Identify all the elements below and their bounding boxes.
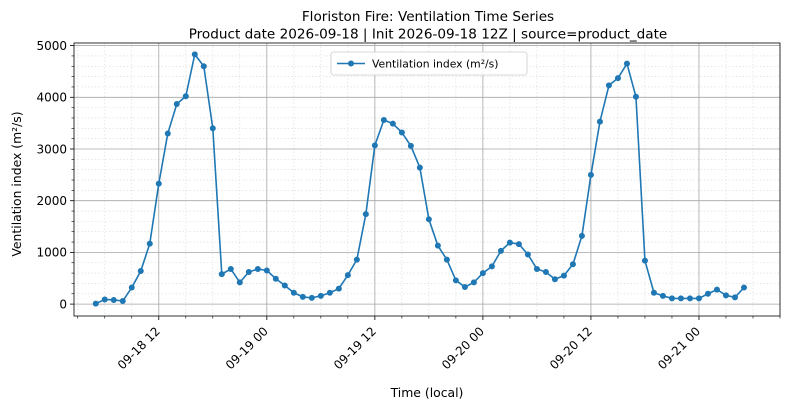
- data-point: [632, 93, 639, 100]
- x-tick-label: 09-20 00: [439, 324, 487, 372]
- data-point: [353, 256, 360, 263]
- data-point: [290, 289, 297, 296]
- data-point: [470, 279, 477, 286]
- chart-subtitle: Product date 2026-09-18 | Init 2026-09-1…: [189, 27, 668, 43]
- data-point: [335, 285, 342, 292]
- data-point: [227, 265, 234, 272]
- data-point: [281, 282, 288, 289]
- data-point: [416, 164, 423, 171]
- data-point: [650, 289, 657, 296]
- data-point: [713, 286, 720, 293]
- data-point: [209, 125, 216, 132]
- data-point: [101, 296, 108, 303]
- data-point: [317, 292, 324, 299]
- plot-frame: [73, 42, 781, 317]
- data-point: [425, 216, 432, 223]
- data-point: [191, 51, 198, 58]
- data-point: [740, 284, 747, 291]
- y-tick-label: 3000: [36, 142, 67, 156]
- data-point: [155, 180, 162, 187]
- series-layer: [92, 51, 747, 307]
- data-point: [578, 232, 585, 239]
- y-axis-label: Ventilation index (m²/s): [9, 111, 24, 256]
- data-point: [173, 101, 180, 108]
- data-point: [605, 82, 612, 89]
- data-point: [371, 142, 378, 149]
- data-point: [551, 276, 558, 283]
- data-point: [434, 242, 441, 249]
- data-point: [623, 60, 630, 67]
- data-point: [668, 295, 675, 302]
- legend-marker: [348, 60, 354, 67]
- x-tick-label: 09-18 12: [115, 324, 163, 372]
- y-tick-label: 0: [59, 297, 67, 311]
- data-point: [344, 272, 351, 279]
- data-point: [677, 295, 684, 302]
- data-point: [641, 257, 648, 264]
- data-point: [704, 290, 711, 297]
- data-point: [326, 289, 333, 296]
- data-point: [686, 295, 693, 302]
- y-tick-label: 5000: [36, 39, 67, 53]
- data-point: [659, 292, 666, 299]
- y-tick-label: 2000: [36, 194, 67, 208]
- data-point: [308, 294, 315, 301]
- data-point: [164, 130, 171, 137]
- data-point: [110, 296, 117, 303]
- data-point: [488, 263, 495, 270]
- y-tick-label: 1000: [36, 246, 67, 260]
- data-point: [200, 63, 207, 70]
- data-point: [722, 292, 729, 299]
- axes: 09-18 12 09-19 00 09-19 12 09-20 00 09-20 12…: [36, 39, 781, 372]
- data-point: [380, 117, 387, 124]
- data-point: [389, 120, 396, 127]
- data-point: [272, 275, 279, 282]
- x-tick-label: 09-21 00: [655, 324, 703, 372]
- data-point: [299, 293, 306, 300]
- data-point: [443, 256, 450, 263]
- data-point: [218, 271, 225, 278]
- legend: Ventilation index (m²/s): [330, 51, 528, 76]
- data-point: [128, 284, 135, 291]
- chart-title: Floriston Fire: Ventilation Time Series: [302, 9, 554, 25]
- data-point: [524, 251, 531, 258]
- series-line: [95, 53, 745, 305]
- data-point: [596, 118, 603, 125]
- data-point: [461, 284, 468, 291]
- x-axis-label: Time (local): [390, 385, 464, 400]
- data-point: [497, 247, 504, 254]
- data-point: [452, 277, 459, 284]
- data-point: [146, 240, 153, 247]
- data-point: [533, 265, 540, 272]
- data-point: [263, 267, 270, 274]
- data-point: [542, 269, 549, 276]
- data-point: [731, 294, 738, 301]
- data-point: [407, 142, 414, 149]
- data-point: [182, 93, 189, 100]
- data-point: [137, 268, 144, 275]
- data-point: [254, 265, 261, 272]
- data-point: [515, 241, 522, 248]
- data-point: [398, 129, 405, 136]
- data-point: [479, 270, 486, 277]
- data-point: [236, 279, 243, 286]
- legend-label: Ventilation index (m²/s): [372, 58, 499, 71]
- y-tick-label: 4000: [36, 91, 67, 105]
- legend-box: [330, 51, 528, 76]
- data-point: [245, 269, 252, 276]
- x-tick-label: 09-19 12: [331, 324, 379, 372]
- data-point: [362, 211, 369, 218]
- data-point: [506, 239, 513, 246]
- x-tick-label: 09-20 12: [547, 324, 595, 372]
- data-point: [119, 298, 126, 305]
- data-point: [614, 75, 621, 82]
- x-tick-label: 09-19 00: [223, 324, 271, 372]
- data-point: [695, 295, 702, 302]
- data-point: [569, 261, 576, 268]
- data-point: [92, 300, 99, 307]
- data-point: [560, 272, 567, 279]
- data-point: [587, 171, 594, 178]
- grid: [74, 43, 781, 316]
